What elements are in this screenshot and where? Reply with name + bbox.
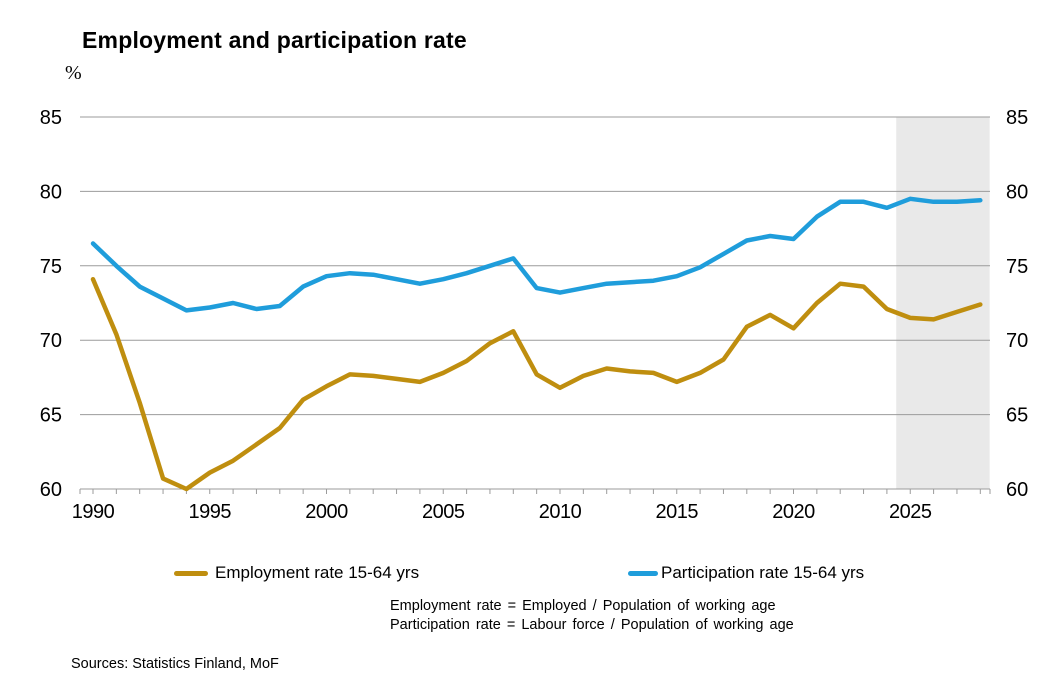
y-axis-label-left-80: 80 <box>40 181 62 203</box>
y-axis-label-right-80: 80 <box>1006 181 1028 203</box>
line-chart-canvas: 60 60 65 65 70 70 75 75 80 80 85 85 1990 1995 2000 2005… <box>40 107 1029 523</box>
x-axis-label-2015: 2015 <box>656 501 699 523</box>
y-axis-label-right-75: 75 <box>1006 256 1028 278</box>
footnote-employment-definition: Employment rate = Employed / Population … <box>390 598 776 614</box>
chart-title: Employment and participation rate <box>82 27 467 53</box>
x-axis-label-2000: 2000 <box>305 501 348 523</box>
y-axis-label-left-65: 65 <box>40 405 62 427</box>
employment-rate-line <box>90 276 983 492</box>
employment-line-swatch <box>174 570 208 576</box>
x-axis-label-2010: 2010 <box>539 501 582 523</box>
legend-item-participation: Participation rate 15-64 yrs <box>628 560 864 586</box>
x-axis-label-1995: 1995 <box>189 501 232 523</box>
forecast-shading-region <box>896 117 990 489</box>
legend-item-employment: Employment rate 15-64 yrs <box>174 560 419 586</box>
y-axis-label-left-85: 85 <box>40 107 62 129</box>
sources-note: Sources: Statistics Finland, MoF <box>71 656 279 672</box>
participation-line-swatch <box>628 570 658 576</box>
chart-legend: Employment rate 15-64 yrs Participation … <box>0 560 1057 586</box>
y-axis-label-left-75: 75 <box>40 256 62 278</box>
y-axis-label-left-70: 70 <box>40 330 62 352</box>
legend-label-participation: Participation rate 15-64 yrs <box>661 563 865 582</box>
x-axis-label-2005: 2005 <box>422 501 465 523</box>
y-axis-unit-label: % <box>65 62 82 84</box>
footnote-participation-definition: Participation rate = Labour force / Popu… <box>390 617 794 633</box>
legend-label-employment: Employment rate 15-64 yrs <box>215 563 420 582</box>
y-axis-label-right-70: 70 <box>1006 330 1028 352</box>
y-axis-label-right-60: 60 <box>1006 479 1028 501</box>
participation-rate-line <box>90 196 983 313</box>
footnotes: Employment rate = Employed / Population … <box>390 597 794 635</box>
y-axis-label-right-65: 65 <box>1006 405 1028 427</box>
y-axis-label-left-60: 60 <box>40 479 62 501</box>
y-axis-label-right-85: 85 <box>1006 107 1028 129</box>
x-axis-label-2025: 2025 <box>889 501 932 523</box>
x-axis-label-2020: 2020 <box>772 501 815 523</box>
x-axis-label-1990: 1990 <box>72 501 115 523</box>
